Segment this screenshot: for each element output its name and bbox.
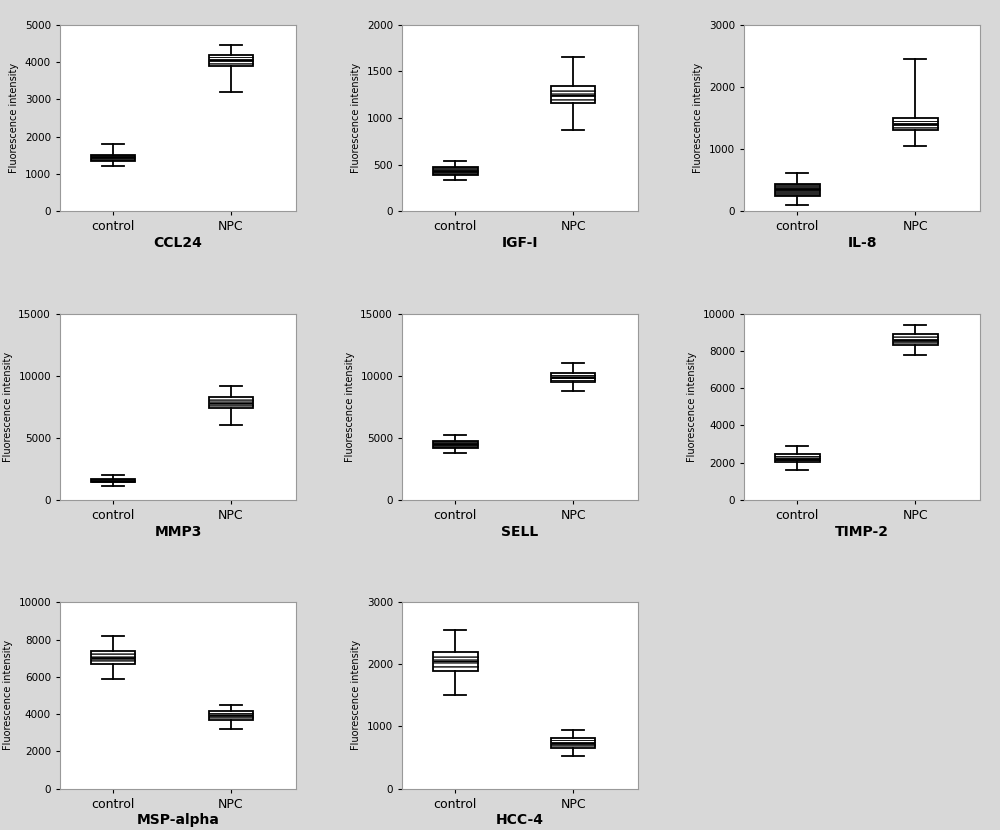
- PathPatch shape: [209, 711, 253, 720]
- Y-axis label: Fluorescence intensity: Fluorescence intensity: [9, 63, 19, 173]
- Y-axis label: Fluorescence intensity: Fluorescence intensity: [351, 640, 361, 750]
- PathPatch shape: [433, 441, 478, 447]
- PathPatch shape: [209, 397, 253, 408]
- X-axis label: MSP-alpha: MSP-alpha: [137, 813, 219, 828]
- X-axis label: CCL24: CCL24: [154, 236, 202, 250]
- PathPatch shape: [551, 374, 595, 382]
- X-axis label: IL-8: IL-8: [847, 236, 877, 250]
- PathPatch shape: [893, 118, 938, 130]
- Y-axis label: Fluorescence intensity: Fluorescence intensity: [345, 352, 355, 461]
- PathPatch shape: [91, 651, 135, 664]
- PathPatch shape: [775, 454, 820, 461]
- PathPatch shape: [433, 652, 478, 671]
- X-axis label: IGF-I: IGF-I: [502, 236, 538, 250]
- PathPatch shape: [551, 86, 595, 103]
- Y-axis label: Fluorescence intensity: Fluorescence intensity: [3, 640, 13, 750]
- X-axis label: HCC-4: HCC-4: [496, 813, 544, 828]
- PathPatch shape: [209, 55, 253, 66]
- PathPatch shape: [775, 184, 820, 196]
- Y-axis label: Fluorescence intensity: Fluorescence intensity: [693, 63, 703, 173]
- X-axis label: SELL: SELL: [501, 525, 539, 539]
- PathPatch shape: [91, 154, 135, 161]
- Y-axis label: Fluorescence intensity: Fluorescence intensity: [351, 63, 361, 173]
- Y-axis label: Fluorescence intensity: Fluorescence intensity: [687, 352, 697, 461]
- PathPatch shape: [433, 168, 478, 175]
- PathPatch shape: [91, 479, 135, 482]
- Y-axis label: Fluorescence intensity: Fluorescence intensity: [3, 352, 13, 461]
- X-axis label: TIMP-2: TIMP-2: [835, 525, 889, 539]
- PathPatch shape: [551, 738, 595, 748]
- PathPatch shape: [893, 334, 938, 345]
- X-axis label: MMP3: MMP3: [154, 525, 202, 539]
